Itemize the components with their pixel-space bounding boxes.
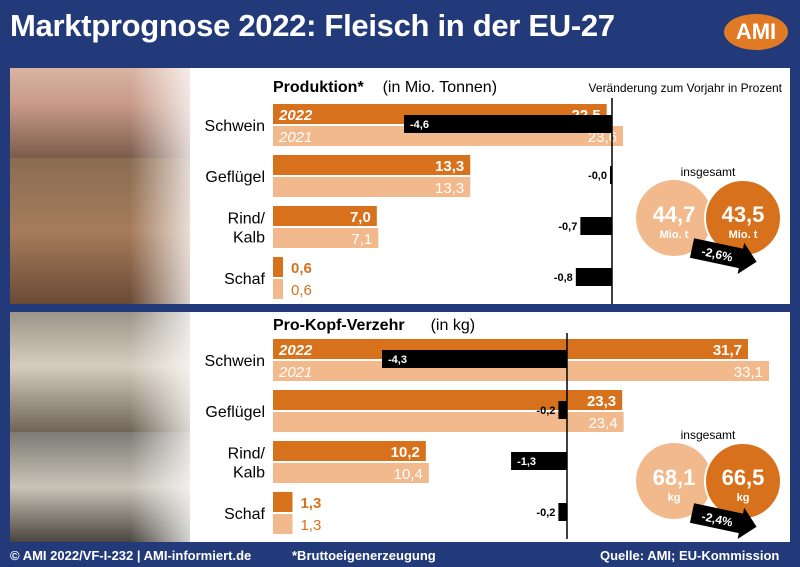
consumption-category-label: Geflügel bbox=[205, 404, 265, 421]
consumption-category-label: Kalb bbox=[233, 465, 265, 482]
production-change-bar bbox=[580, 217, 612, 235]
production-total-change-label: -2,6% bbox=[700, 244, 734, 264]
consumption-bar-2021 bbox=[273, 514, 293, 534]
footer: © AMI 2022/VF-I-232 | AMI-informiert.de … bbox=[0, 544, 800, 567]
consumption-change-bar bbox=[382, 350, 567, 368]
consumption-value-2021: 10,4 bbox=[394, 466, 423, 483]
production-value-2021: 23,6 bbox=[588, 129, 617, 146]
footer-note: *Bruttoeigenerzeugung bbox=[292, 548, 436, 563]
consumption-change-label: -0,2 bbox=[536, 507, 555, 519]
production-subtitle: (in Mio. Tonnen) bbox=[383, 79, 497, 96]
production-category-label: Geflügel bbox=[205, 169, 265, 186]
section-divider bbox=[10, 304, 790, 312]
consumption-total-2021: 68,1 bbox=[653, 465, 696, 490]
consumption-value-2021: 1,3 bbox=[300, 517, 321, 534]
photo-fade bbox=[130, 68, 210, 304]
production-change-bar bbox=[575, 268, 612, 286]
consumption-total-change-label: -2,4% bbox=[700, 509, 734, 529]
consumption-category-label: Schaf bbox=[224, 506, 265, 523]
footer-source: Quelle: AMI; EU-Kommission bbox=[600, 548, 780, 563]
production-value-2022: 0,6 bbox=[291, 260, 312, 277]
consumption-total-change-arrow: -2,4% bbox=[689, 503, 757, 540]
production-bar-2021 bbox=[273, 228, 379, 248]
production-change-bar bbox=[404, 115, 612, 133]
production-change-label: -0,0 bbox=[588, 170, 607, 182]
chart-panel: Produktion* (in Mio. Tonnen) Veränderung z… bbox=[10, 68, 790, 542]
footer-copyright: © AMI 2022/VF-I-232 | AMI-informiert.de bbox=[10, 548, 252, 563]
production-change-label: -4,6 bbox=[410, 119, 429, 131]
production-total-label: insgesamt bbox=[681, 165, 736, 179]
consumption-value-2022: 1,3 bbox=[300, 495, 321, 512]
change-header: Veränderung zum Vorjahr in Prozent bbox=[589, 81, 783, 95]
production-bar-2021 bbox=[273, 177, 471, 197]
consumption-change-bar bbox=[511, 452, 567, 470]
production-value-2021: 13,3 bbox=[435, 180, 464, 197]
consumption-total-circle-2021 bbox=[636, 443, 712, 519]
production-bar-2022 bbox=[273, 155, 471, 175]
consumption-bar-2022 bbox=[273, 390, 623, 410]
photo-fade bbox=[130, 312, 210, 542]
consumption-bar-2022 bbox=[273, 441, 426, 461]
production-category-label: Kalb bbox=[233, 230, 265, 247]
consumption-value-2021: 33,1 bbox=[734, 364, 763, 381]
consumption-change-label: -1,3 bbox=[517, 456, 536, 468]
production-value-2022: 7,0 bbox=[350, 209, 371, 226]
production-change-bar bbox=[610, 166, 612, 184]
consumption-subtitle: (in kg) bbox=[431, 317, 475, 334]
production-total-unit-2021: Mio. t bbox=[660, 229, 689, 241]
production-change-label: -0,7 bbox=[558, 221, 577, 233]
consumption-change-label: -4,3 bbox=[388, 354, 407, 366]
production-total-circle-2021 bbox=[636, 180, 712, 256]
consumption-year-2022: 2022 bbox=[278, 342, 313, 359]
production-total-2022: 43,5 bbox=[722, 202, 765, 227]
consumption-value-2022: 23,3 bbox=[587, 393, 616, 410]
production-value-2021: 7,1 bbox=[351, 231, 372, 248]
chart-svg: Produktion* (in Mio. Tonnen) Veränderung z… bbox=[205, 79, 783, 540]
consumption-title: Pro-Kopf-Verzehr bbox=[273, 317, 405, 334]
consumption-value-2022: 10,2 bbox=[391, 444, 420, 461]
consumption-bar-2021 bbox=[273, 412, 624, 432]
production-value-2022: 13,3 bbox=[435, 158, 464, 175]
production-total-unit-2022: Mio. t bbox=[729, 229, 758, 241]
production-year-2022: 2022 bbox=[278, 107, 313, 124]
consumption-bar-2022 bbox=[273, 492, 293, 512]
production-category-label: Schwein bbox=[205, 118, 265, 135]
consumption-value-2022: 31,7 bbox=[713, 342, 742, 359]
consumption-total-2022: 66,5 bbox=[722, 465, 765, 490]
production-total-2021: 44,7 bbox=[653, 202, 696, 227]
production-category-label: Schaf bbox=[224, 271, 265, 288]
consumption-total-unit-2021: kg bbox=[668, 492, 681, 504]
consumption-category-label: Rind/ bbox=[228, 446, 266, 463]
production-category-label: Rind/ bbox=[228, 211, 266, 228]
ami-logo: AMI bbox=[724, 14, 788, 50]
production-value-2021: 0,6 bbox=[291, 282, 312, 299]
production-title: Produktion* bbox=[273, 79, 364, 96]
consumption-total-change-arrow-shape bbox=[689, 503, 757, 540]
consumption-change-label: -0,2 bbox=[536, 405, 555, 417]
production-total-change-arrow-shape bbox=[689, 238, 757, 275]
production-change-label: -0,8 bbox=[554, 272, 573, 284]
consumption-total-label: insgesamt bbox=[681, 428, 736, 442]
consumption-year-2021: 2021 bbox=[278, 364, 312, 381]
consumption-change-bar bbox=[558, 503, 567, 521]
page-title: Marktprognose 2022: Fleisch in der EU-27 bbox=[10, 8, 615, 43]
production-bar-2022 bbox=[273, 257, 283, 277]
consumption-bar-2021 bbox=[273, 463, 429, 483]
production-total-change-arrow: -2,6% bbox=[689, 238, 757, 275]
consumption-change-bar bbox=[558, 401, 567, 419]
consumption-category-label: Schwein bbox=[205, 353, 265, 370]
consumption-value-2021: 23,4 bbox=[588, 415, 617, 432]
production-year-2021: 2021 bbox=[278, 129, 312, 146]
production-bar-2022 bbox=[273, 206, 377, 226]
consumption-total-unit-2022: kg bbox=[737, 492, 750, 504]
production-bar-2021 bbox=[273, 279, 283, 299]
